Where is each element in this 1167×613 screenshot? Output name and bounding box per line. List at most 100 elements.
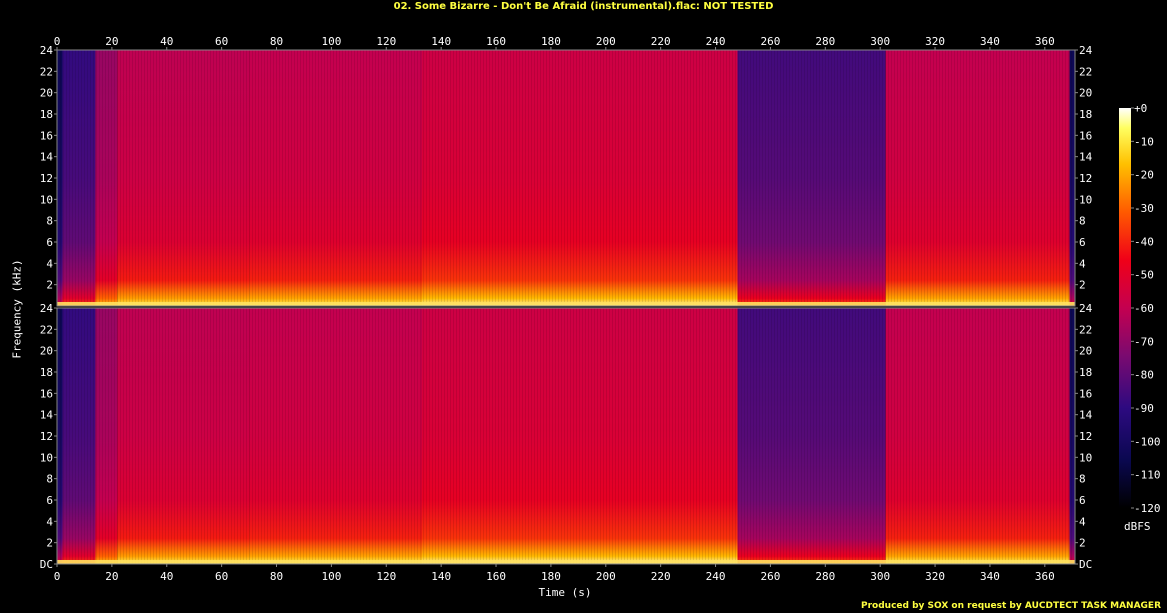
x-tick-label: 100: [321, 570, 341, 583]
colorbar-tick-label: -80: [1134, 369, 1154, 382]
x-tick-label: 0: [54, 35, 61, 48]
x-tick-label: 0: [54, 570, 61, 583]
y-tick-label: 6: [1079, 494, 1086, 507]
x-tick-label: 200: [596, 35, 616, 48]
y-tick-label: 6: [46, 494, 53, 507]
colorbar-tick-label: -10: [1134, 135, 1154, 148]
colorbar-gradient: [1119, 108, 1131, 508]
x-tick-label: 140: [431, 35, 451, 48]
y-tick-label: 2: [1079, 279, 1086, 292]
colorbar-tick-label: -110: [1134, 469, 1161, 482]
x-tick-label: 80: [270, 35, 283, 48]
y-tick-label: 14: [40, 151, 54, 164]
x-tick-label: 300: [870, 35, 890, 48]
y-tick-label: 14: [1079, 151, 1093, 164]
y-tick-label: 12: [40, 430, 53, 443]
x-tick-label: 60: [215, 570, 228, 583]
y-tick-label: 20: [1079, 345, 1092, 358]
y-tick-label: 4: [46, 515, 53, 528]
x-tick-label: 240: [706, 35, 726, 48]
y-tick-label: 2: [1079, 537, 1086, 550]
y-tick-label: 24: [1079, 302, 1093, 315]
x-tick-label: 300: [870, 570, 890, 583]
x-tick-label: 320: [925, 35, 945, 48]
x-tick-label: 180: [541, 570, 561, 583]
spectrogram-texture: [57, 50, 1075, 306]
colorbar-tick-label: -100: [1134, 435, 1161, 448]
y-tick-label: 8: [46, 215, 53, 228]
y-tick-label: 4: [1079, 515, 1086, 528]
x-tick-label: 340: [980, 35, 1000, 48]
y-tick-label: 14: [40, 409, 54, 422]
x-tick-label: 120: [376, 570, 396, 583]
x-tick-label: 220: [651, 35, 671, 48]
x-tick-label: 140: [431, 570, 451, 583]
x-tick-label: 100: [321, 35, 341, 48]
x-tick-label: 180: [541, 35, 561, 48]
x-tick-label: 80: [270, 570, 283, 583]
x-tick-label: 160: [486, 35, 506, 48]
spectrogram-texture: [57, 308, 1075, 564]
colorbar-tick-label: -50: [1134, 269, 1154, 282]
y-tick-label: 18: [1079, 108, 1092, 121]
y-tick-label: 10: [1079, 193, 1092, 206]
y-tick-label: 24: [40, 302, 54, 315]
dc-band: [57, 560, 1075, 564]
x-tick-label: 260: [760, 35, 780, 48]
x-tick-label: 40: [160, 35, 173, 48]
y-tick-label: 10: [40, 193, 53, 206]
colorbar-tick-label: -20: [1134, 169, 1154, 182]
y-tick-label: 18: [1079, 366, 1092, 379]
y-tick-label: 4: [1079, 257, 1086, 270]
colorbar-tick-label: -70: [1134, 335, 1154, 348]
y-tick-label: 10: [1079, 451, 1092, 464]
y-tick-label: DC: [40, 558, 53, 571]
y-tick-label: 12: [40, 172, 53, 185]
x-tick-label: 340: [980, 570, 1000, 583]
y-tick-label: 16: [40, 387, 53, 400]
x-axis-label: Time (s): [538, 586, 592, 599]
y-tick-label: 22: [40, 65, 53, 78]
x-tick-label: 260: [760, 570, 780, 583]
colorbar-tick-label: -90: [1134, 402, 1154, 415]
y-tick-label: DC: [1079, 558, 1092, 571]
y-tick-label: 6: [46, 236, 53, 249]
x-tick-label: 240: [706, 570, 726, 583]
x-tick-label: 20: [105, 35, 118, 48]
y-tick-label: 20: [40, 87, 53, 100]
x-tick-label: 280: [815, 35, 835, 48]
y-tick-label: 6: [1079, 236, 1086, 249]
x-tick-label: 220: [651, 570, 671, 583]
y-tick-label: 14: [1079, 409, 1093, 422]
y-tick-label: 18: [40, 108, 53, 121]
y-tick-label: 24: [1079, 44, 1093, 57]
colorbar-tick-label: +0: [1134, 102, 1147, 115]
spectrogram-title: 02. Some Bizarre - Don't Be Afraid (inst…: [393, 1, 774, 12]
y-tick-label: 8: [1079, 473, 1086, 486]
y-tick-label: 22: [1079, 323, 1092, 336]
y-tick-label: 10: [40, 451, 53, 464]
y-tick-label: 12: [1079, 430, 1092, 443]
y-tick-label: 18: [40, 366, 53, 379]
y-tick-label: 2: [46, 279, 53, 292]
y-tick-label: 22: [1079, 65, 1092, 78]
x-tick-label: 280: [815, 570, 835, 583]
x-tick-label: 40: [160, 570, 173, 583]
y-tick-label: 22: [40, 323, 53, 336]
colorbar-tick-label: -40: [1134, 235, 1154, 248]
x-tick-label: 120: [376, 35, 396, 48]
x-tick-label: 320: [925, 570, 945, 583]
x-tick-label: 200: [596, 570, 616, 583]
footer-credit: Produced by SOX on request by AUCDTECT T…: [861, 601, 1161, 611]
x-tick-label: 60: [215, 35, 228, 48]
y-tick-label: 8: [46, 473, 53, 486]
x-tick-label: 360: [1035, 570, 1055, 583]
y-tick-label: 8: [1079, 215, 1086, 228]
dc-band: [57, 302, 1075, 306]
colorbar-label: dBFS: [1124, 520, 1151, 533]
colorbar-tick-label: -60: [1134, 302, 1154, 315]
y-tick-label: 16: [1079, 387, 1092, 400]
y-tick-label: 2: [46, 537, 53, 550]
y-tick-label: 16: [40, 129, 53, 142]
